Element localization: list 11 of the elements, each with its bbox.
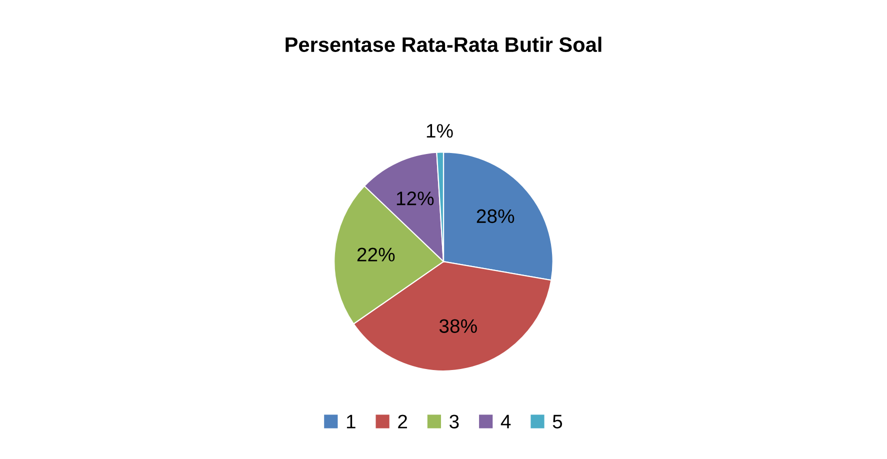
data-label: 22%	[357, 248, 395, 262]
legend-label: 3	[450, 414, 459, 428]
chart-title: Persentase Rata-Rata Butir Soal	[286, 36, 602, 52]
data-label: 28%	[476, 209, 514, 224]
data-label: 38%	[439, 319, 477, 333]
legend-label: 5	[552, 414, 562, 428]
data-label: 1%	[426, 124, 453, 138]
legend-label: 1	[346, 414, 356, 428]
legend-label: 4	[500, 414, 511, 428]
legend-label: 2	[398, 414, 407, 428]
data-label: 12%	[396, 191, 434, 206]
